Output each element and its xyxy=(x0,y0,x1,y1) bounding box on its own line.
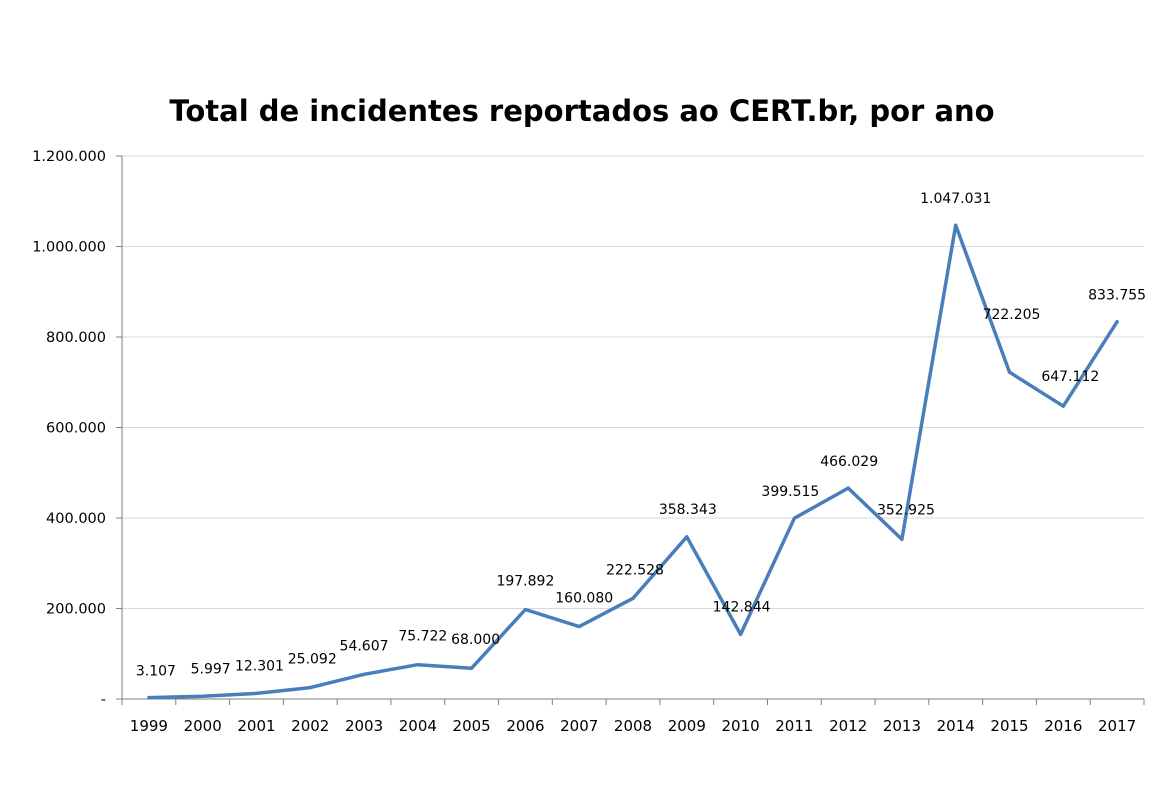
data-point xyxy=(470,666,474,670)
y-tick-label: 1.000.000 xyxy=(32,240,106,256)
data-label: 197.892 xyxy=(496,573,554,589)
x-tick-label: 2008 xyxy=(614,717,652,735)
data-label: 12.301 xyxy=(235,658,284,674)
data-label: 54.607 xyxy=(340,638,389,654)
data-point xyxy=(1008,370,1012,374)
y-tick-label: 800.000 xyxy=(46,330,106,346)
data-point xyxy=(577,625,581,629)
data-point xyxy=(631,596,635,600)
x-tick-label: 2017 xyxy=(1098,717,1136,735)
x-tick-label: 1999 xyxy=(130,717,168,735)
x-tick-label: 2011 xyxy=(775,717,813,735)
data-point xyxy=(362,672,366,676)
x-tick-label: 2006 xyxy=(506,717,544,735)
x-tick-label: 2009 xyxy=(668,717,706,735)
x-axis-tick-labels: 1999 2000 2001 2002 2003 2004 2005 2006 2007 2008… xyxy=(130,717,1136,735)
y-axis-tick-labels: - 200.000 400.000 600.000 800.000 1.000.000 1.… xyxy=(32,149,106,708)
data-point xyxy=(954,223,958,227)
chart-title: Total de incidentes reportados ao CERT.b… xyxy=(169,94,994,128)
data-point xyxy=(1061,404,1065,408)
data-label: 1.047.031 xyxy=(920,191,991,207)
data-label: 25.092 xyxy=(288,652,337,668)
series-line xyxy=(147,223,1119,700)
data-point xyxy=(685,535,689,539)
x-tick-label: 2013 xyxy=(883,717,921,735)
y-tick-label: 200.000 xyxy=(46,602,106,618)
y-tick-label: - xyxy=(101,692,106,708)
x-tick-label: 2015 xyxy=(990,717,1028,735)
x-tick-label: 2012 xyxy=(829,717,867,735)
x-tick-label: 2005 xyxy=(453,717,491,735)
x-tick-label: 2003 xyxy=(345,717,383,735)
x-tick-label: 2002 xyxy=(291,717,329,735)
x-tick-label: 2000 xyxy=(184,717,222,735)
data-label: 466.029 xyxy=(820,454,878,470)
data-label: 399.515 xyxy=(761,484,819,500)
x-tick-label: 2014 xyxy=(937,717,975,735)
data-label: 358.343 xyxy=(659,502,717,518)
data-point xyxy=(201,694,205,698)
data-point xyxy=(254,691,258,695)
y-tick-label: 600.000 xyxy=(46,421,106,437)
series xyxy=(147,223,1119,700)
gridlines xyxy=(122,155,1144,609)
data-label: 222.528 xyxy=(606,562,664,578)
axes xyxy=(116,155,1145,705)
data-label: 722.205 xyxy=(983,307,1041,323)
data-label: 3.107 xyxy=(136,664,176,680)
data-label: 5.997 xyxy=(191,661,231,677)
data-point xyxy=(308,686,312,690)
data-label: 833.755 xyxy=(1088,288,1146,304)
y-tick-label: 400.000 xyxy=(46,511,106,527)
data-label: 352.925 xyxy=(877,502,935,518)
data-point xyxy=(416,663,420,667)
data-label: 647.112 xyxy=(1041,369,1099,385)
x-tick-label: 2001 xyxy=(237,717,275,735)
data-point xyxy=(523,607,527,611)
data-label: 160.080 xyxy=(555,591,613,607)
data-point xyxy=(1115,320,1119,324)
data-point xyxy=(900,537,904,541)
x-tick-label: 2010 xyxy=(721,717,759,735)
y-tick-label: 1.200.000 xyxy=(32,149,106,165)
data-label: 142.844 xyxy=(713,599,771,615)
data-point xyxy=(739,632,743,636)
x-tick-label: 2004 xyxy=(399,717,437,735)
data-point xyxy=(147,696,151,700)
data-label: 68.000 xyxy=(451,632,500,648)
x-tick-label: 2016 xyxy=(1044,717,1082,735)
x-tick-label: 2007 xyxy=(560,717,598,735)
data-point xyxy=(792,516,796,520)
data-point xyxy=(846,486,850,490)
data-label: 75.722 xyxy=(398,629,447,645)
